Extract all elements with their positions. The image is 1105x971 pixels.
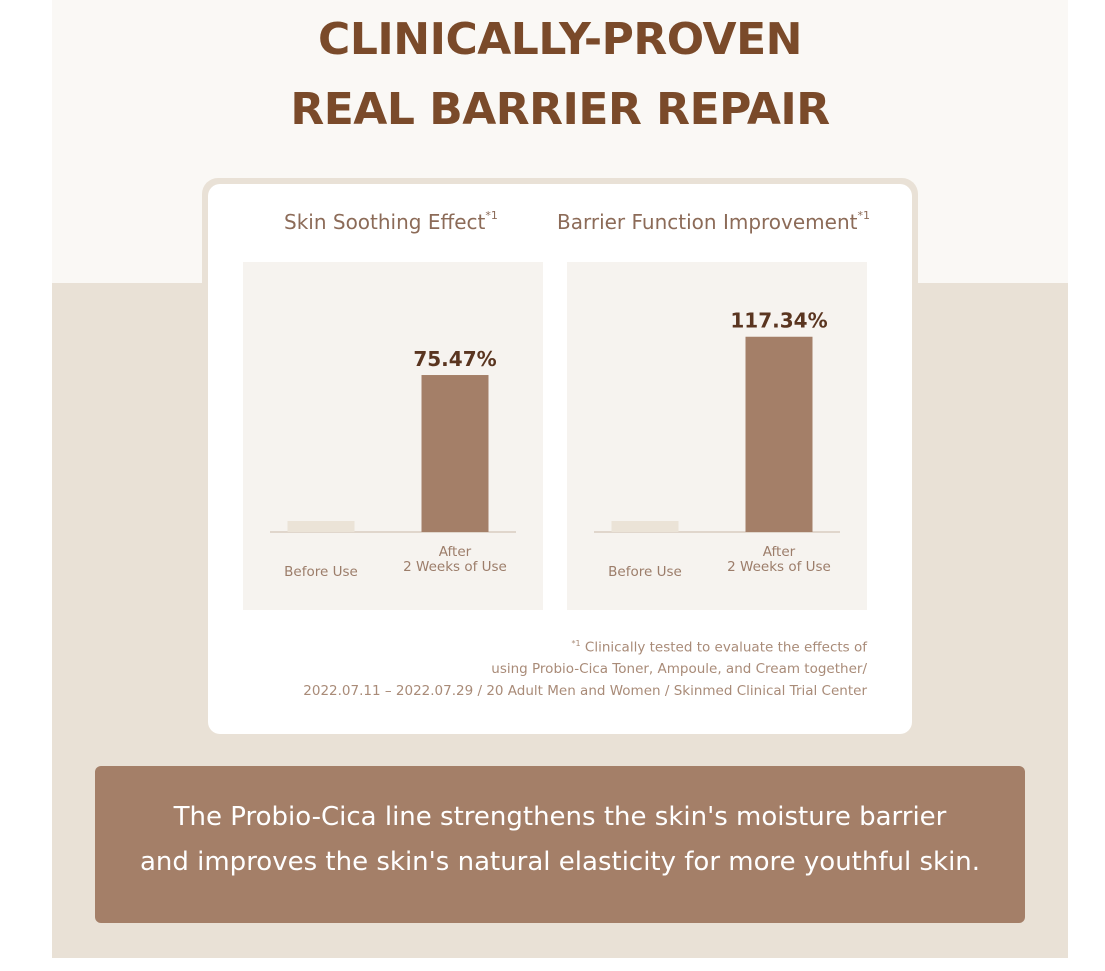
category-label: After [439,544,472,560]
category-label: After [763,544,796,560]
chart-title-barrier: Barrier Function Improvement*1 [557,209,870,234]
chart-panel-barrier: Before Use 117.34% After 2 Weeks of Use [567,262,867,610]
footnote-line-3: 2022.07.11 – 2022.07.29 / 20 Adult Men a… [303,683,867,699]
chart-title-soothing: Skin Soothing Effect*1 [284,209,498,234]
headline-line-1: CLINICALLY-PROVEN [318,14,802,65]
category-label: Before Use [284,564,358,580]
message-line-1: The Probio-Cica line strengthens the ski… [173,802,947,832]
footnote-line-2: using Probio-Cica Toner, Ampoule, and Cr… [491,661,867,677]
footnote-line-1: *1 Clinically tested to evaluate the eff… [571,639,867,656]
bar-before-use [611,521,679,532]
data-label: 117.34% [730,309,827,333]
bar-after-use [421,375,489,532]
bar-before-use [287,521,355,532]
bar-after-use [745,336,813,532]
data-label: 75.47% [413,347,496,371]
category-label: 2 Weeks of Use [727,559,831,575]
chart-panel-soothing: Before Use 75.47% After 2 Weeks of Use [243,262,543,610]
category-label: Before Use [608,564,682,580]
message-line-2: and improves the skin's natural elastici… [139,847,981,877]
headline-line-2: REAL BARRIER REPAIR [290,84,830,135]
category-label: 2 Weeks of Use [403,559,507,575]
message-box: The Probio-Cica line strengthens the ski… [95,766,1025,923]
